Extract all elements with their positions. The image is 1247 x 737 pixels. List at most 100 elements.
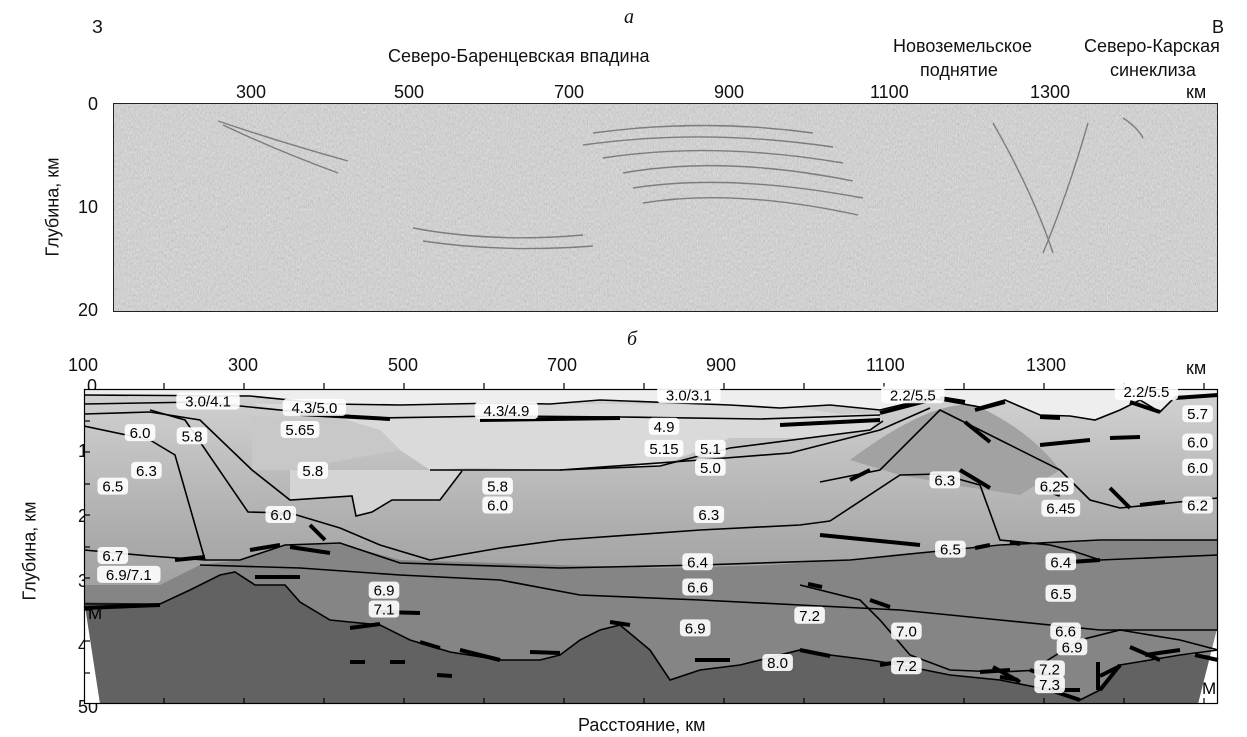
- velocity-label: 6.3: [929, 471, 961, 489]
- velocity-label-bg: [648, 417, 680, 435]
- velocity-label: 6.0: [1182, 433, 1213, 452]
- velocity-label-bg: [368, 581, 400, 599]
- moho-label-east: М: [1202, 679, 1216, 698]
- panel-b-y-tick: 0: [87, 376, 98, 396]
- velocity-label-text: 6.0: [270, 507, 291, 524]
- velocity-label-bg: [1045, 553, 1077, 571]
- velocity-label: 5.8: [176, 427, 208, 445]
- velocity-label-bg: [1114, 383, 1179, 401]
- velocity-label-text: 6.4: [687, 554, 708, 571]
- velocity-label: 6.2: [1182, 496, 1213, 515]
- velocity-label-bg: [482, 477, 513, 495]
- panel-a-x-tick: 500: [394, 82, 425, 102]
- velocity-label-bg: [695, 458, 726, 476]
- velocity-label: 6.0: [265, 506, 297, 524]
- velocity-label: 6.6: [682, 578, 713, 596]
- velocity-label-bg: [762, 654, 793, 672]
- velocity-label: 6.4: [1045, 553, 1077, 571]
- panel-a-y-tick: 0: [88, 94, 99, 114]
- velocity-label-text: 7.2: [1039, 661, 1060, 678]
- velocity-label-bg: [97, 477, 129, 495]
- east-label: В: [1212, 17, 1225, 37]
- velocity-label-text: 6.4: [1050, 554, 1071, 571]
- panel-b-x-unit: км: [1186, 358, 1207, 378]
- panel-a-x-unit: км: [1186, 82, 1207, 102]
- velocity-label: 7.2: [1034, 660, 1065, 678]
- velocity-label-bg: [265, 506, 297, 523]
- velocity-label-bg: [1182, 405, 1213, 423]
- velocity-label-bg: [644, 439, 684, 457]
- velocity-label-text: 2.2/5.5: [890, 387, 936, 404]
- velocity-label-bg: [891, 657, 922, 675]
- velocity-label: 6.6: [1050, 622, 1081, 641]
- region-kara-2: синеклиза: [1110, 60, 1196, 80]
- velocity-label-text: 6.0: [487, 498, 508, 515]
- velocity-label: 6.5: [1045, 584, 1077, 603]
- moho-label-west: М: [88, 604, 102, 623]
- velocity-label-text: 7.3: [1039, 677, 1060, 694]
- velocity-label: 5.65: [280, 420, 320, 439]
- velocity-label-text: 5.1: [700, 441, 721, 458]
- velocity-label-bg: [1182, 433, 1213, 451]
- region-novaya-zemlya-1: Новоземельское: [893, 36, 1033, 56]
- velocity-label: 6.9: [1056, 638, 1088, 656]
- velocity-label-bg: [368, 600, 400, 618]
- region-novaya-zemlya-2: поднятие: [920, 60, 998, 80]
- velocity-label-bg: [297, 461, 329, 479]
- velocity-label: 7.3: [1034, 676, 1065, 694]
- velocity-label-text: 7.2: [799, 608, 820, 625]
- velocity-label-bg: [1035, 477, 1074, 495]
- velocity-label-bg: [124, 424, 156, 442]
- velocity-label-text: 4.3/5.0: [291, 400, 337, 417]
- velocity-label: 3.0/3.1: [657, 386, 721, 404]
- panel-a-x-tick: 1100: [870, 82, 909, 102]
- velocity-label-text: 6.0: [1187, 435, 1208, 452]
- velocity-label-text: 2.2/5.5: [1123, 384, 1169, 401]
- velocity-label: 6.0: [482, 496, 513, 515]
- velocity-label-text: 7.2: [896, 658, 917, 675]
- velocity-label: 6.45: [1041, 499, 1081, 518]
- panel-a-x-tick: 700: [554, 82, 585, 102]
- panel-a-letter: а: [624, 6, 634, 28]
- velocity-label-bg: [97, 565, 161, 583]
- velocity-label-text: 6.9: [685, 620, 706, 637]
- velocity-label-text: 6.5: [1050, 586, 1071, 603]
- velocity-label-text: 5.8: [182, 428, 203, 445]
- velocity-label-text: 5.8: [487, 479, 508, 496]
- panel-a-x-tick: 300: [236, 82, 267, 102]
- velocity-label-bg: [474, 402, 539, 420]
- velocity-label: 5.15: [644, 439, 684, 458]
- velocity-label: 6.9: [679, 619, 711, 637]
- velocity-labels: 3.0/4.1 4.3/5.0 4.3/4.9 3.0/3.1 2.2/5.5 2.2/5…: [97, 383, 1213, 694]
- velocity-label-text: 5.65: [285, 422, 314, 439]
- velocity-label-text: 5.8: [302, 463, 323, 480]
- velocity-label-bg: [682, 578, 713, 596]
- region-barents-basin: Северо-Баренцевская впадина: [388, 46, 650, 66]
- velocity-label-text: 6.6: [687, 579, 708, 596]
- velocity-label: 3.0/4.1: [176, 392, 240, 411]
- velocity-label-text: 4.9: [654, 419, 675, 436]
- panel-b-x-tick: 700: [547, 355, 578, 375]
- velocity-label: 6.7: [97, 546, 129, 565]
- velocity-label: 6.9/7.1: [97, 565, 161, 584]
- velocity-label-text: 8.0: [767, 655, 788, 672]
- velocity-label: 7.2: [794, 606, 825, 625]
- velocity-label-text: 6.9: [1062, 639, 1083, 656]
- panel-b-x-tick: 100: [68, 355, 99, 375]
- velocity-label-bg: [1045, 584, 1077, 602]
- velocity-label: 4.3/4.9: [474, 402, 539, 420]
- velocity-label: 4.3/5.0: [282, 398, 347, 417]
- velocity-label-bg: [1050, 622, 1081, 640]
- velocity-label-text: 6.3: [698, 507, 719, 524]
- velocity-label-text: 6.9/7.1: [106, 567, 152, 584]
- panel-b-x-tick: 1300: [1026, 355, 1067, 375]
- velocity-label-text: 6.2: [1187, 498, 1208, 515]
- panel-a-y-tick: 20: [78, 300, 99, 320]
- velocity-label: 5.1: [695, 439, 726, 458]
- velocity-label-text: 6.9: [374, 583, 395, 600]
- panel-b-x-tick: 300: [228, 355, 259, 375]
- velocity-label-text: 5.0: [700, 460, 721, 477]
- velocity-label: 7.0: [891, 622, 922, 641]
- velocity-label-text: 6.25: [1040, 479, 1069, 496]
